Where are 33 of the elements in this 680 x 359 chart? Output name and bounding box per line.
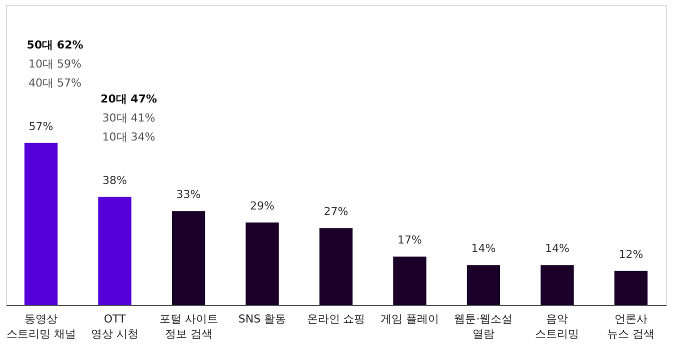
bar: [393, 256, 426, 305]
x-tick-label: 언론사 뉴스 검색: [607, 312, 655, 340]
x-tick-label: 음악 스트리밍: [535, 312, 580, 340]
data-label: 57%: [28, 120, 54, 133]
text: 50대 62%: [26, 38, 84, 52]
bar: [319, 228, 353, 305]
x-tick-label: SNS 활동: [238, 312, 286, 326]
data-label: 12%: [618, 248, 644, 261]
data-label: 27%: [324, 205, 348, 218]
x-tick-label: 동영상 스트리밍 채널: [6, 312, 76, 340]
x-tick-label: 포털 사이트 정보 검색: [159, 312, 218, 340]
bar: [614, 270, 648, 305]
data-label: 38%: [102, 174, 127, 187]
data-label: 14%: [471, 242, 496, 256]
text: 10대 59%: [28, 57, 82, 70]
text: 30대 41%: [102, 111, 156, 124]
bar: [98, 196, 132, 305]
bar: [172, 211, 206, 305]
data-label: 17%: [398, 234, 422, 247]
data-label: 14%: [545, 242, 570, 256]
bar: [466, 265, 500, 305]
text: 40대 57%: [28, 76, 82, 90]
x-tick-label: OTT 영상 시청: [91, 312, 139, 340]
x-tick-label: 게임 플레이: [380, 312, 439, 326]
x-tick-label: 온라인 쇼핑: [306, 312, 366, 326]
data-label: 33%: [176, 188, 201, 202]
bar: [24, 142, 58, 305]
bar: [540, 265, 574, 305]
x-tick-label: 웹툰·웹소설 열람: [454, 312, 513, 340]
bar: [246, 222, 279, 305]
text: 20대 47%: [100, 92, 158, 106]
annotation: 10대 34%: [102, 130, 156, 144]
data-label: 29%: [250, 199, 274, 212]
